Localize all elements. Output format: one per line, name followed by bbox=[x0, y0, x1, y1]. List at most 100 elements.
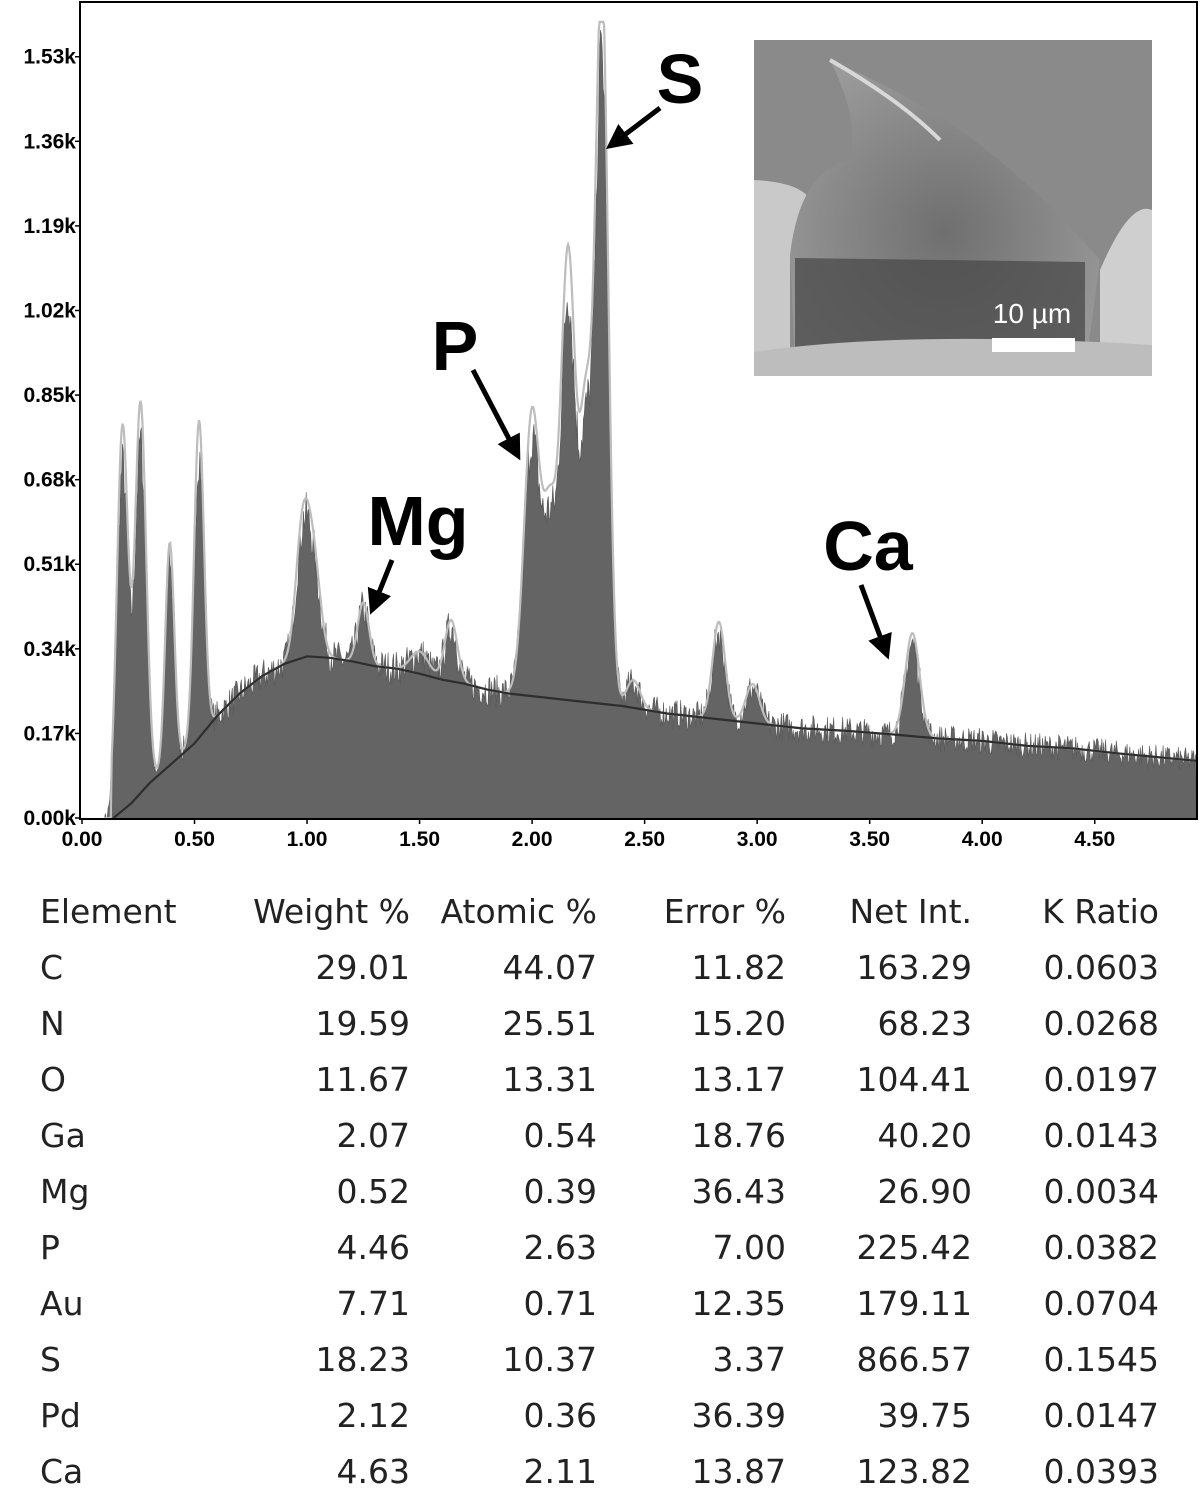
value-cell: 0.0393 bbox=[1043, 1452, 1159, 1491]
value-cell: 13.87 bbox=[691, 1452, 786, 1491]
y-tick-label: 1.19k bbox=[23, 215, 76, 238]
table-row: P 4.46 2.63 7.00 225.42 0.0382 bbox=[40, 1220, 1159, 1276]
value-cell: 163.29 bbox=[856, 948, 972, 987]
value-cell: 123.82 bbox=[856, 1452, 972, 1491]
peak-label-p: P bbox=[432, 307, 479, 385]
y-tick-label: 0.34k bbox=[23, 638, 76, 661]
scale-bar-label: 10 µm bbox=[993, 298, 1071, 329]
x-tick-label: 2.00 bbox=[512, 828, 553, 851]
peak-label-ca: Ca bbox=[823, 507, 914, 585]
spectrum-svg: 0.00 0.50 1.00 1.50 2.00 2.50 3.00 3.50 4.00 4.50… bbox=[23, 1, 1198, 851]
value-cell: 0.0034 bbox=[1043, 1172, 1159, 1211]
y-tick-label: 0.00k bbox=[23, 807, 76, 830]
peak-arrow-s bbox=[606, 106, 662, 150]
value-cell: 2.11 bbox=[523, 1452, 597, 1491]
value-cell: 2.12 bbox=[336, 1396, 410, 1435]
table-row: Pd 2.12 0.36 36.39 39.75 0.0147 bbox=[40, 1388, 1159, 1444]
value-cell: 25.51 bbox=[502, 1004, 597, 1043]
composition-table: Element Weight % Atomic % Error % Net Int. K … bbox=[40, 884, 1159, 1500]
value-cell: 2.63 bbox=[523, 1228, 597, 1267]
value-cell: 19.59 bbox=[315, 1004, 410, 1043]
value-cell: 15.20 bbox=[691, 1004, 786, 1043]
x-tick-label: 3.50 bbox=[849, 828, 890, 851]
table-row: Ga 2.07 0.54 18.76 40.20 0.0143 bbox=[40, 1108, 1159, 1164]
y-tick-label: 0.85k bbox=[23, 384, 76, 407]
column-header: Error % bbox=[663, 892, 786, 931]
value-cell: 0.0197 bbox=[1043, 1060, 1159, 1099]
value-cell: 18.76 bbox=[691, 1116, 786, 1155]
element-cell: O bbox=[40, 1060, 66, 1099]
value-cell: 0.39 bbox=[523, 1172, 597, 1211]
table-row: Ca 4.63 2.11 13.87 123.82 0.0393 bbox=[40, 1444, 1159, 1500]
value-cell: 3.37 bbox=[712, 1340, 786, 1379]
value-cell: 29.01 bbox=[315, 948, 410, 987]
element-cell: Pd bbox=[40, 1396, 81, 1435]
y-tick-label: 0.51k bbox=[23, 553, 76, 576]
value-cell: 11.82 bbox=[691, 948, 786, 987]
peak-arrow-ca bbox=[858, 584, 892, 660]
x-tick-label: 4.00 bbox=[962, 828, 1003, 851]
element-cell: C bbox=[40, 948, 64, 987]
x-tick-label: 2.50 bbox=[624, 828, 665, 851]
y-tick-label: 1.53k bbox=[23, 46, 76, 69]
value-cell: 44.07 bbox=[502, 948, 597, 987]
value-cell: 39.75 bbox=[877, 1396, 972, 1435]
y-tick-label: 0.68k bbox=[23, 469, 76, 492]
value-cell: 10.37 bbox=[502, 1340, 597, 1379]
x-tick-label: 3.00 bbox=[737, 828, 778, 851]
value-cell: 36.43 bbox=[691, 1172, 786, 1211]
value-cell: 0.71 bbox=[523, 1284, 597, 1323]
element-cell: Ga bbox=[40, 1116, 86, 1155]
column-header: K Ratio bbox=[1042, 892, 1159, 931]
eds-spectrum-chart: 0.00 0.50 1.00 1.50 2.00 2.50 3.00 3.50 4.00 4.50… bbox=[23, 1, 1198, 851]
value-cell: 0.54 bbox=[523, 1116, 597, 1155]
value-cell: 0.0268 bbox=[1043, 1004, 1159, 1043]
peak-label-mg: Mg bbox=[367, 482, 468, 560]
value-cell: 0.0382 bbox=[1043, 1228, 1159, 1267]
element-cell: P bbox=[40, 1228, 60, 1267]
column-header: Atomic % bbox=[440, 892, 597, 931]
value-cell: 4.46 bbox=[336, 1228, 410, 1267]
value-cell: 13.31 bbox=[502, 1060, 597, 1099]
peak-arrow-mg bbox=[367, 559, 395, 615]
value-cell: 0.0603 bbox=[1043, 948, 1159, 987]
element-cell: S bbox=[40, 1340, 61, 1379]
value-cell: 0.0147 bbox=[1043, 1396, 1159, 1435]
value-cell: 68.23 bbox=[877, 1004, 972, 1043]
value-cell: 7.71 bbox=[336, 1284, 410, 1323]
value-cell: 0.36 bbox=[523, 1396, 597, 1435]
table-row: Au 7.71 0.71 12.35 179.11 0.0704 bbox=[40, 1276, 1159, 1332]
column-header: Net Int. bbox=[849, 892, 973, 931]
plot-frame bbox=[79, 1, 1198, 820]
value-cell: 0.52 bbox=[336, 1172, 410, 1211]
x-tick-label: 4.50 bbox=[1074, 828, 1115, 851]
x-tick-label: 1.00 bbox=[287, 828, 328, 851]
table-row: Mg 0.52 0.39 36.43 26.90 0.0034 bbox=[40, 1164, 1159, 1220]
value-cell: 0.0143 bbox=[1043, 1116, 1159, 1155]
value-cell: 36.39 bbox=[691, 1396, 786, 1435]
x-tick-label: 1.50 bbox=[399, 828, 440, 851]
element-cell: Au bbox=[40, 1284, 84, 1323]
value-cell: 13.17 bbox=[691, 1060, 786, 1099]
value-cell: 11.67 bbox=[315, 1060, 410, 1099]
value-cell: 2.07 bbox=[336, 1116, 410, 1155]
table-header-row: Element Weight % Atomic % Error % Net Int. K … bbox=[40, 884, 1159, 940]
value-cell: 18.23 bbox=[315, 1340, 410, 1379]
value-cell: 225.42 bbox=[856, 1228, 972, 1267]
table-row: O 11.67 13.31 13.17 104.41 0.0197 bbox=[40, 1052, 1159, 1108]
value-cell: 179.11 bbox=[856, 1284, 972, 1323]
value-cell: 0.1545 bbox=[1043, 1340, 1159, 1379]
element-cell: Mg bbox=[40, 1172, 90, 1211]
value-cell: 26.90 bbox=[877, 1172, 972, 1211]
column-header: Weight % bbox=[253, 892, 410, 931]
scale-bar bbox=[992, 338, 1075, 352]
peak-arrow-p bbox=[470, 368, 521, 461]
value-cell: 866.57 bbox=[856, 1340, 972, 1379]
peak-label-s: S bbox=[657, 40, 704, 118]
background-line bbox=[112, 655, 1197, 819]
y-tick-label: 1.02k bbox=[23, 299, 76, 322]
sem-inset-image: 10 µm bbox=[754, 40, 1152, 376]
y-tick-label: 0.17k bbox=[23, 722, 76, 745]
x-tick-label: 0.00 bbox=[62, 828, 103, 851]
column-header: Element bbox=[40, 892, 177, 931]
